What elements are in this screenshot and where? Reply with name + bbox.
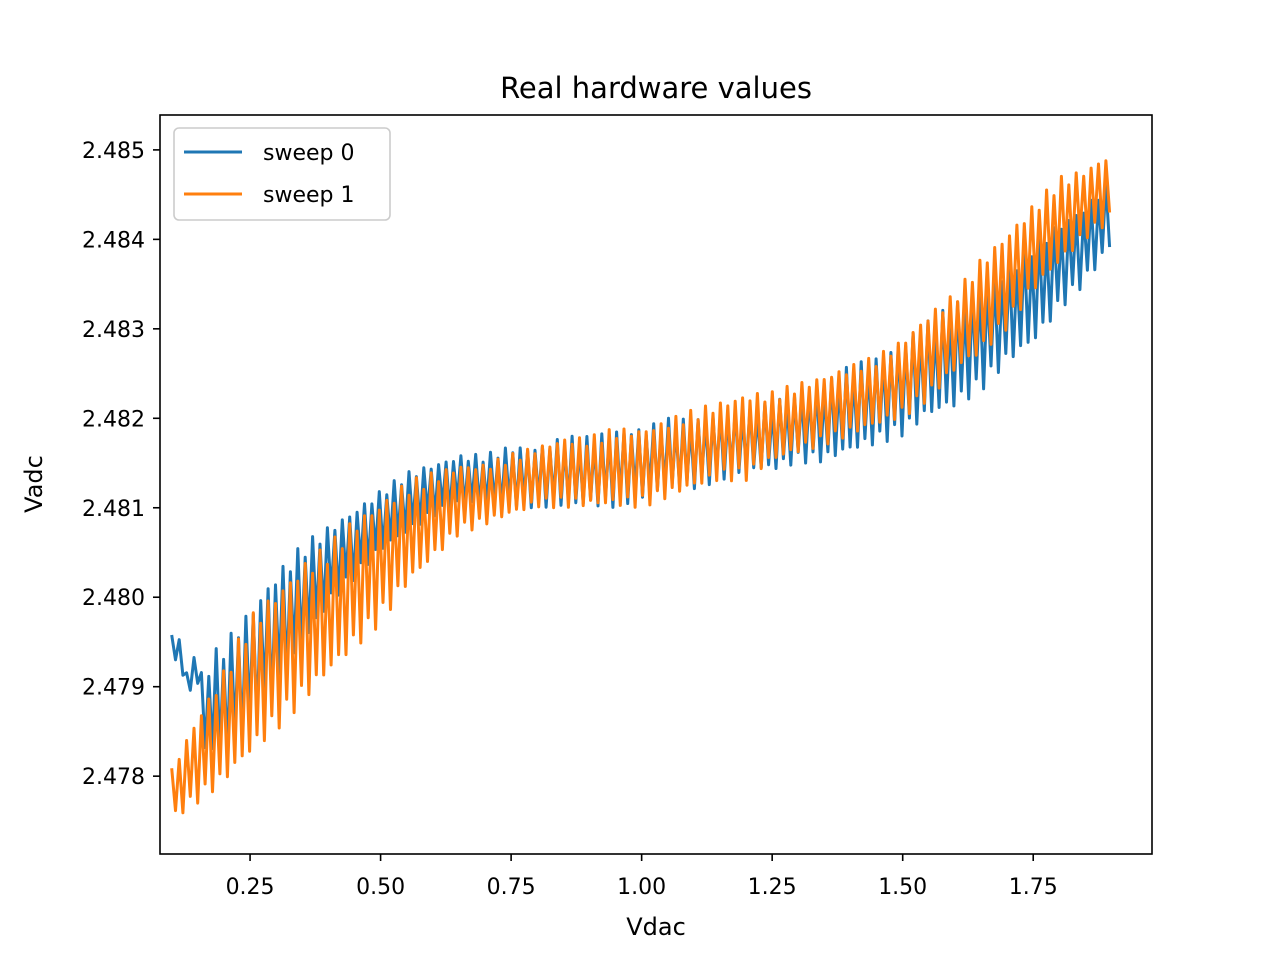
- legend-label-sweep-1: sweep 1: [263, 183, 354, 208]
- x-tick-label: 0.50: [356, 875, 405, 900]
- y-tick-label: 2.482: [82, 407, 145, 432]
- legend: sweep 0 sweep 1: [173, 127, 391, 221]
- x-tick-label: 1.00: [617, 875, 666, 900]
- x-tick-label: 0.75: [487, 875, 536, 900]
- x-axis: 0.25 0.50 0.75 1.00 1.25 1.50 1.75: [226, 854, 1058, 900]
- chart-title: Real hardware values: [500, 71, 812, 105]
- plot-frame: [159, 114, 1153, 855]
- x-tick-label: 1.75: [1009, 875, 1058, 900]
- y-tick-label: 2.481: [82, 497, 145, 522]
- legend-label-sweep-0: sweep 0: [263, 141, 354, 166]
- x-axis-label: Vdac: [626, 913, 686, 941]
- x-tick-label: 1.25: [748, 875, 797, 900]
- x-tick-label: 1.50: [878, 875, 927, 900]
- y-tick-label: 2.483: [82, 318, 145, 343]
- y-tick-label: 2.484: [82, 228, 145, 253]
- y-tick-label: 2.480: [82, 586, 145, 611]
- series-line-sweep-1: [170, 159, 1112, 815]
- y-axis: 2.478 2.479 2.480 2.481 2.482 2.483 2.484 2.485: [82, 139, 160, 790]
- y-axis-label: Vadc: [20, 455, 48, 513]
- y-tick-label: 2.479: [82, 676, 145, 701]
- y-tick-label: 2.478: [82, 765, 145, 790]
- series-layer: [170, 159, 1112, 815]
- x-tick-label: 0.25: [226, 875, 275, 900]
- y-tick-label: 2.485: [82, 139, 145, 164]
